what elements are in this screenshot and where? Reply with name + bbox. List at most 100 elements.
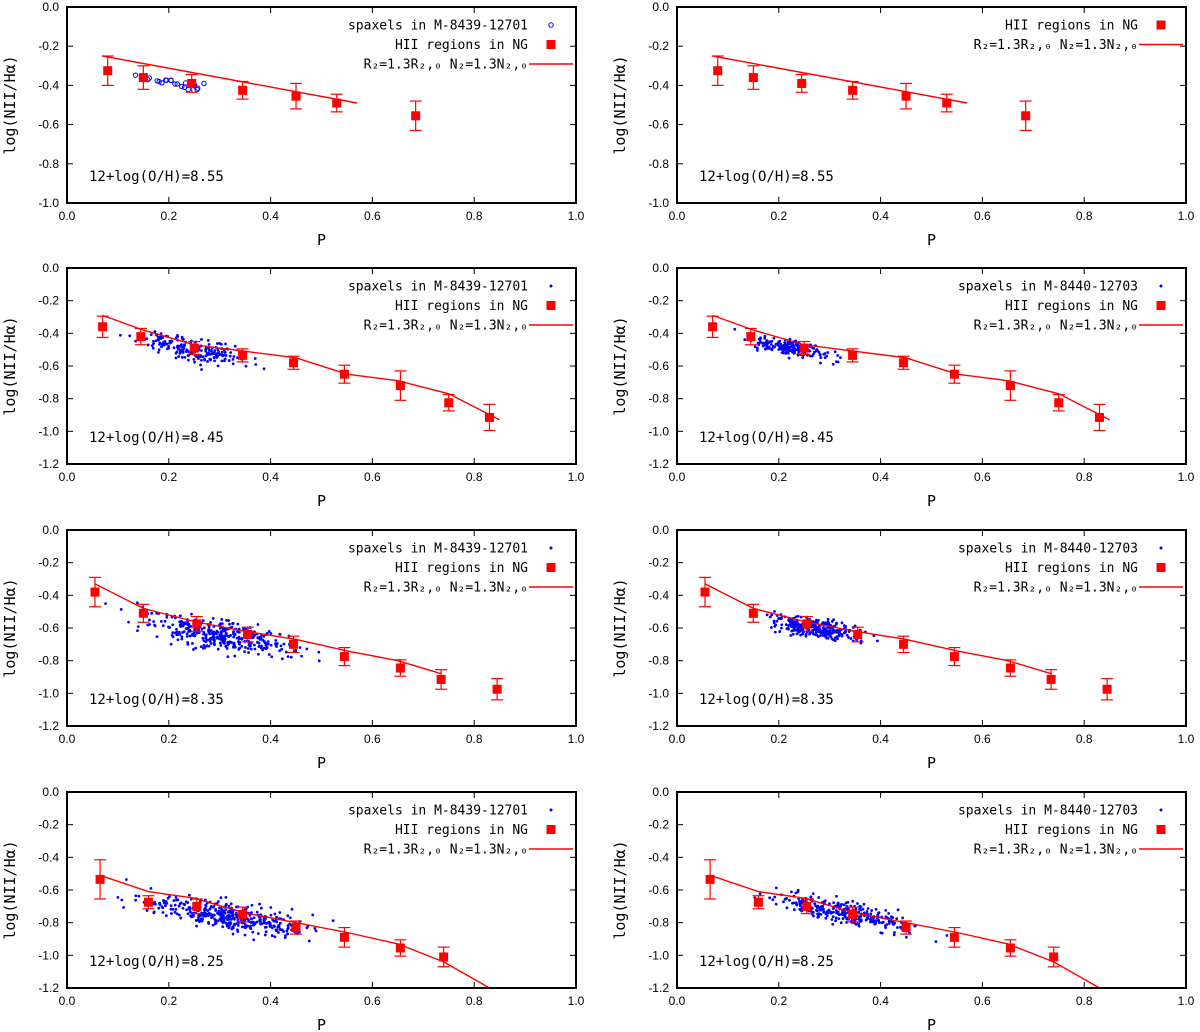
spaxel-point (249, 647, 253, 651)
legend-spaxel-marker (1159, 808, 1163, 812)
spaxel-point (880, 921, 884, 925)
spaxel-point (758, 340, 762, 344)
spaxel-point (756, 341, 760, 345)
y-tick-label: -1.0 (38, 686, 59, 700)
x-tick-label: 0.0 (59, 732, 76, 746)
spaxel-point (172, 81, 178, 87)
spaxel-point (220, 622, 224, 625)
x-tick-label: 0.4 (872, 732, 889, 746)
hii-series (711, 55, 1032, 132)
spaxel-point (134, 898, 138, 902)
hii-point (187, 78, 197, 88)
hii-point (1049, 952, 1059, 962)
spaxel-point (247, 651, 250, 654)
spaxel-point (269, 906, 273, 909)
spaxel-point (219, 342, 223, 346)
spaxel-point (169, 907, 173, 911)
hii-point (291, 91, 301, 101)
spaxel-point (221, 909, 225, 912)
x-tick-label: 0.6 (364, 994, 381, 1008)
spaxel-point (281, 928, 284, 932)
spaxel-point (800, 628, 804, 631)
x-tick-label: 0.2 (770, 470, 787, 484)
spaxel-point (274, 638, 278, 642)
spaxel-point (178, 633, 182, 636)
x-tick-label: 0.2 (160, 470, 177, 484)
spaxel-point (269, 643, 273, 647)
spaxel-point (221, 921, 225, 925)
spaxel-point (804, 633, 808, 636)
spaxel-point (792, 901, 796, 905)
spaxel-point (200, 338, 203, 341)
y-tick-label: -0.6 (648, 118, 669, 132)
legend-label-hii: HII regions in NG (1005, 561, 1138, 576)
spaxel-point (251, 930, 255, 934)
spaxel-point (156, 78, 162, 85)
plot-area (711, 55, 1032, 132)
spaxel-point (231, 622, 235, 625)
spaxel-point (278, 921, 282, 925)
spaxel-point (825, 910, 829, 914)
spaxel-point (186, 901, 190, 904)
plot-area (698, 576, 1114, 701)
spaxel-point (165, 342, 169, 346)
spaxel-point (774, 886, 778, 890)
y-tick-label: -1.2 (38, 719, 59, 733)
hii-point (1005, 943, 1015, 953)
spaxel-point (885, 923, 889, 927)
spaxel-point (884, 908, 888, 912)
spaxel-point (232, 355, 236, 358)
spaxel-point (216, 354, 219, 358)
spaxel-point (250, 903, 254, 907)
spaxel-point (173, 903, 177, 907)
panel-row4-left: 0.0 0.2 0.4 0.6 0.8 1.0 -1.2 -1.0 -0.8 -0.6 -0.4 -0… (1, 785, 585, 1032)
spaxel-point (258, 635, 262, 639)
spaxel-point (255, 910, 259, 914)
y-tick-label: -0.8 (38, 916, 59, 930)
spaxel-point (835, 911, 838, 915)
metallicity-annotation: 12+log(O/H)=8.45 (89, 430, 224, 446)
spaxel-point (180, 337, 184, 340)
spaxel-point (227, 359, 231, 362)
hii-point (238, 85, 248, 95)
model-line (102, 314, 500, 421)
spaxel-point (122, 905, 126, 909)
spaxel-point (801, 632, 805, 636)
spaxel-point (183, 356, 187, 359)
spaxel-point (199, 645, 203, 649)
hii-point (1094, 412, 1104, 422)
hii-series (698, 576, 1114, 701)
hii-point (339, 652, 349, 662)
spaxel-point (269, 913, 273, 917)
spaxel-point (237, 630, 241, 634)
spaxel-series (765, 609, 879, 645)
spaxel-point (208, 907, 212, 911)
x-tick-label: 0.6 (364, 209, 381, 223)
hii-series (88, 576, 504, 701)
hii-point (802, 619, 812, 629)
spaxel-point (799, 633, 802, 637)
spaxel-point (828, 634, 832, 637)
spaxel-point (161, 911, 165, 914)
hii-point (192, 901, 202, 911)
spaxel-point (272, 919, 276, 923)
spaxel-point (171, 623, 175, 627)
spaxel-point (225, 619, 228, 622)
x-tick-label: 0.4 (262, 209, 279, 223)
hii-point (705, 874, 715, 884)
spaxel-point (266, 640, 270, 644)
y-tick-label: -0.6 (38, 621, 59, 635)
spaxel-point (222, 918, 226, 922)
spaxel-point (249, 921, 253, 924)
y-tick-label: -1.2 (648, 457, 669, 471)
y-tick-label: -1.2 (648, 981, 669, 995)
spaxel-point (270, 926, 274, 930)
spaxel-point (182, 347, 186, 351)
spaxel-point (877, 911, 881, 915)
model-line (94, 583, 442, 675)
spaxel-point (810, 906, 814, 910)
legend-label-spaxel: spaxels in M-8440-12703 (958, 542, 1138, 557)
y-tick-label: -0.6 (648, 621, 669, 635)
model-line (704, 583, 1052, 675)
spaxel-point (257, 652, 260, 656)
